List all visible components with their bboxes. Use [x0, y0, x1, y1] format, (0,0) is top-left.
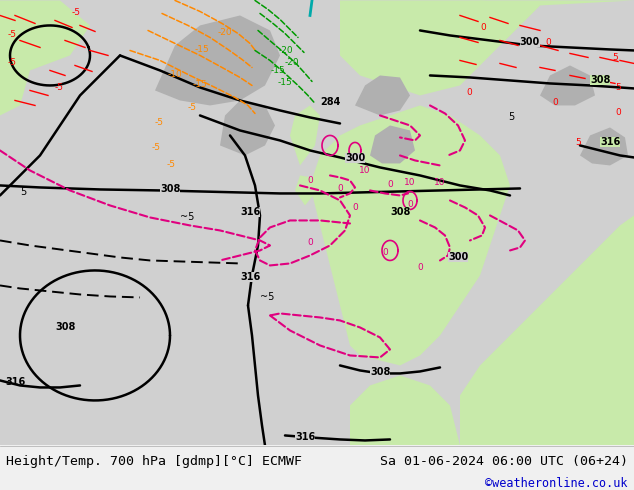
- Polygon shape: [480, 0, 540, 46]
- Text: -5: -5: [8, 30, 17, 40]
- Polygon shape: [580, 355, 634, 445]
- Text: Height/Temp. 700 hPa [gdmp][°C] ECMWF: Height/Temp. 700 hPa [gdmp][°C] ECMWF: [6, 455, 302, 468]
- Polygon shape: [0, 0, 90, 71]
- Polygon shape: [460, 216, 634, 445]
- Polygon shape: [290, 105, 320, 166]
- Text: -5: -5: [55, 83, 64, 93]
- Text: 5: 5: [575, 139, 581, 147]
- Text: -20: -20: [279, 47, 294, 55]
- Text: 308: 308: [390, 207, 410, 218]
- Text: 10: 10: [434, 178, 446, 188]
- Polygon shape: [155, 16, 280, 105]
- Text: -10: -10: [167, 71, 183, 79]
- Text: 300: 300: [345, 153, 365, 164]
- Text: 0: 0: [387, 180, 393, 190]
- Polygon shape: [0, 55, 30, 116]
- Text: 0: 0: [307, 239, 313, 247]
- Polygon shape: [540, 66, 595, 105]
- Text: 316: 316: [240, 207, 260, 218]
- Text: -5: -5: [188, 103, 197, 112]
- Polygon shape: [340, 0, 634, 96]
- Text: 0: 0: [407, 200, 413, 209]
- Text: 308: 308: [590, 75, 611, 85]
- Polygon shape: [295, 175, 315, 205]
- Text: 316: 316: [295, 433, 315, 442]
- Text: -5: -5: [152, 144, 161, 152]
- Text: 316: 316: [5, 377, 25, 388]
- Text: 316: 316: [240, 272, 260, 282]
- Text: 0: 0: [615, 108, 621, 118]
- Text: -15: -15: [271, 67, 285, 75]
- Text: -15: -15: [195, 46, 209, 54]
- Text: ~5: ~5: [180, 213, 195, 222]
- Polygon shape: [355, 75, 410, 116]
- Text: 0: 0: [382, 248, 388, 257]
- Text: 0: 0: [307, 176, 313, 185]
- Text: 0: 0: [417, 264, 423, 272]
- Text: -15: -15: [193, 80, 208, 90]
- Polygon shape: [580, 127, 628, 166]
- Text: 5: 5: [508, 112, 514, 122]
- Text: 0: 0: [552, 98, 558, 107]
- Polygon shape: [310, 105, 510, 366]
- Text: 308: 308: [370, 368, 391, 377]
- Text: 308: 308: [160, 184, 181, 195]
- Text: 5: 5: [615, 83, 621, 93]
- Text: 316: 316: [600, 138, 620, 147]
- Polygon shape: [570, 405, 634, 445]
- Polygon shape: [370, 125, 415, 164]
- Text: 0: 0: [352, 203, 358, 213]
- Text: 308: 308: [55, 322, 75, 332]
- Text: 10: 10: [404, 178, 416, 188]
- Text: 10: 10: [359, 167, 371, 175]
- Text: 0: 0: [466, 89, 472, 98]
- Polygon shape: [220, 100, 275, 155]
- Text: 300: 300: [448, 252, 469, 263]
- Polygon shape: [350, 375, 460, 445]
- Text: -20: -20: [217, 28, 232, 37]
- Text: -15: -15: [278, 78, 293, 87]
- Text: ©weatheronline.co.uk: ©weatheronline.co.uk: [485, 477, 628, 490]
- Text: 5: 5: [20, 188, 26, 197]
- Text: -20: -20: [285, 58, 300, 68]
- Text: 300: 300: [520, 37, 540, 48]
- Polygon shape: [500, 416, 540, 445]
- Text: -5: -5: [167, 160, 176, 170]
- Text: -5: -5: [155, 119, 164, 127]
- Text: Sa 01-06-2024 06:00 UTC (06+24): Sa 01-06-2024 06:00 UTC (06+24): [380, 455, 628, 468]
- Text: 5: 5: [612, 53, 618, 62]
- Text: -5: -5: [72, 8, 81, 18]
- Text: 0: 0: [545, 38, 551, 48]
- Text: 0: 0: [480, 24, 486, 32]
- Text: ~5: ~5: [260, 293, 275, 302]
- Text: -5: -5: [8, 58, 17, 68]
- Text: 284: 284: [320, 98, 340, 107]
- Text: 0: 0: [337, 184, 343, 194]
